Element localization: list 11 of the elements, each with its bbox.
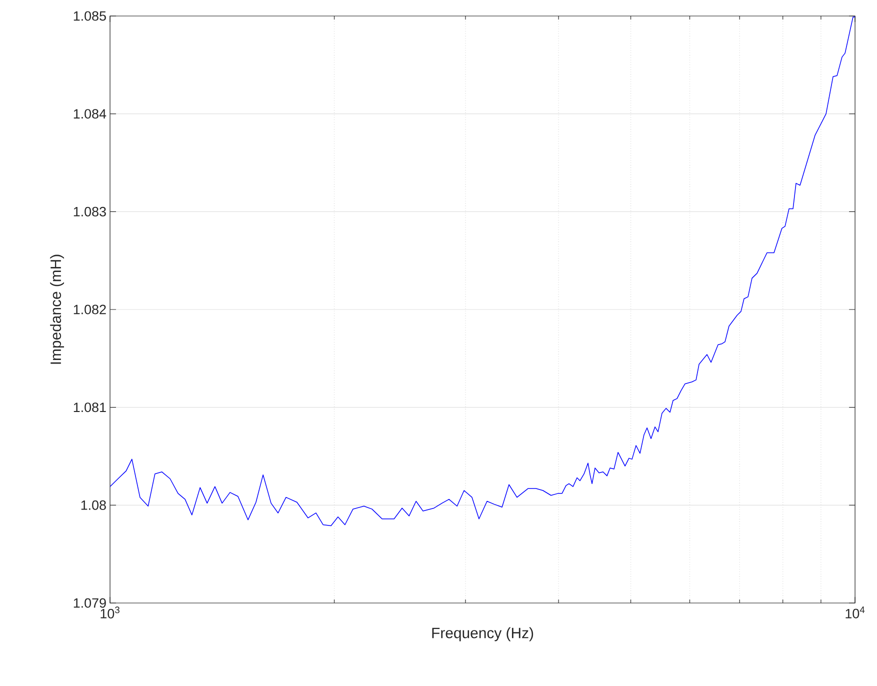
y-tick-label: 1.085 bbox=[74, 11, 106, 21]
x-tick-label: 10$^{4}$ bbox=[846, 606, 865, 618]
y-tick-label: 1.084 bbox=[74, 109, 106, 119]
x-axis-title: Frequency (Hz) bbox=[432, 627, 534, 642]
y-tick-label: 1.079 bbox=[74, 598, 106, 608]
y-axis-title: Impedance (mH) bbox=[50, 254, 64, 364]
x-tick-label: 10$^{3}$ bbox=[100, 606, 120, 618]
y-tick-label: 1.082 bbox=[74, 304, 106, 314]
y-tick-label: 1.083 bbox=[74, 206, 106, 216]
y-tick-label: 1.081 bbox=[74, 402, 106, 412]
y-tick-label: 1.08 bbox=[81, 500, 106, 510]
